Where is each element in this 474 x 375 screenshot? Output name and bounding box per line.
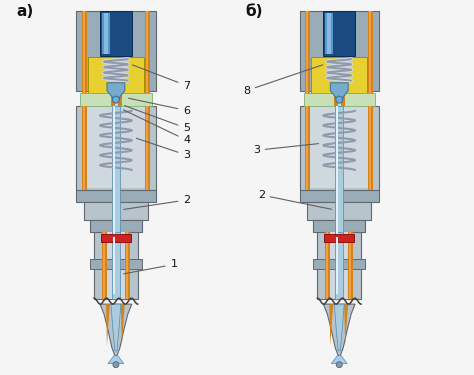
Bar — [82, 11, 87, 175]
Bar — [311, 57, 367, 93]
Bar — [113, 106, 115, 240]
Text: 6: 6 — [128, 98, 191, 116]
Bar — [325, 232, 353, 299]
Circle shape — [113, 362, 119, 368]
Bar — [113, 237, 115, 294]
Bar — [300, 106, 379, 190]
Bar — [100, 11, 132, 56]
Polygon shape — [329, 304, 333, 346]
Polygon shape — [106, 304, 110, 346]
Text: 2: 2 — [124, 195, 191, 209]
Bar — [102, 13, 110, 54]
Bar — [348, 232, 353, 299]
Bar — [369, 106, 371, 190]
Bar — [325, 232, 330, 299]
Bar — [313, 220, 365, 232]
Bar — [307, 11, 309, 175]
Text: 7: 7 — [132, 65, 191, 91]
Bar — [341, 93, 345, 106]
Bar — [82, 106, 87, 190]
Polygon shape — [108, 356, 124, 364]
Text: 4: 4 — [123, 110, 191, 146]
Bar — [305, 11, 310, 175]
Bar — [308, 202, 371, 220]
Polygon shape — [121, 304, 125, 346]
Bar — [94, 232, 138, 299]
Bar — [104, 13, 108, 54]
Bar — [118, 93, 122, 106]
Bar — [328, 13, 331, 54]
Bar — [76, 11, 155, 91]
Bar — [305, 106, 310, 190]
Text: 3: 3 — [253, 144, 319, 155]
Text: 3: 3 — [137, 138, 191, 160]
Polygon shape — [331, 356, 347, 364]
Bar — [303, 93, 375, 106]
Bar — [318, 232, 361, 299]
Text: 2: 2 — [258, 190, 331, 209]
Bar — [84, 202, 148, 220]
Bar — [326, 232, 328, 299]
Bar — [111, 93, 115, 106]
Bar — [83, 106, 85, 190]
Polygon shape — [107, 83, 125, 100]
Bar — [101, 234, 131, 242]
Text: 8: 8 — [243, 65, 323, 96]
Bar — [368, 106, 373, 190]
Bar — [103, 232, 105, 299]
Text: 5: 5 — [125, 106, 191, 134]
Bar — [90, 220, 142, 232]
Bar — [146, 106, 148, 190]
Polygon shape — [330, 83, 348, 100]
Text: а): а) — [17, 4, 34, 20]
Bar — [145, 11, 150, 175]
Bar — [102, 232, 130, 299]
Text: б): б) — [245, 4, 263, 20]
Bar — [335, 106, 343, 240]
Bar — [300, 190, 379, 202]
Bar — [145, 106, 150, 190]
Bar — [102, 232, 107, 299]
Bar — [80, 93, 152, 106]
Bar — [112, 106, 120, 240]
Bar — [76, 106, 155, 190]
Bar — [335, 232, 343, 299]
Bar — [88, 57, 144, 93]
Bar — [336, 237, 338, 294]
Bar — [336, 106, 338, 240]
Circle shape — [336, 362, 342, 368]
Circle shape — [112, 96, 119, 103]
Bar — [86, 106, 146, 188]
Text: 1: 1 — [124, 260, 177, 274]
Bar — [324, 234, 354, 242]
Bar — [349, 232, 351, 299]
Bar — [90, 260, 142, 269]
Bar — [369, 11, 371, 175]
Bar — [323, 11, 355, 56]
Bar — [334, 93, 338, 106]
Bar — [368, 11, 373, 175]
Circle shape — [336, 96, 343, 103]
Bar — [125, 232, 130, 299]
Bar — [126, 232, 128, 299]
Bar — [310, 106, 369, 188]
Polygon shape — [111, 304, 121, 351]
Bar — [76, 190, 155, 202]
Polygon shape — [323, 304, 355, 356]
Polygon shape — [344, 304, 348, 346]
Bar — [112, 232, 120, 299]
Polygon shape — [334, 304, 344, 351]
Polygon shape — [100, 304, 132, 356]
Bar — [307, 106, 309, 190]
Bar — [313, 260, 365, 269]
Bar — [300, 11, 379, 91]
Bar — [325, 13, 333, 54]
Bar — [83, 11, 85, 175]
Bar — [146, 11, 148, 175]
